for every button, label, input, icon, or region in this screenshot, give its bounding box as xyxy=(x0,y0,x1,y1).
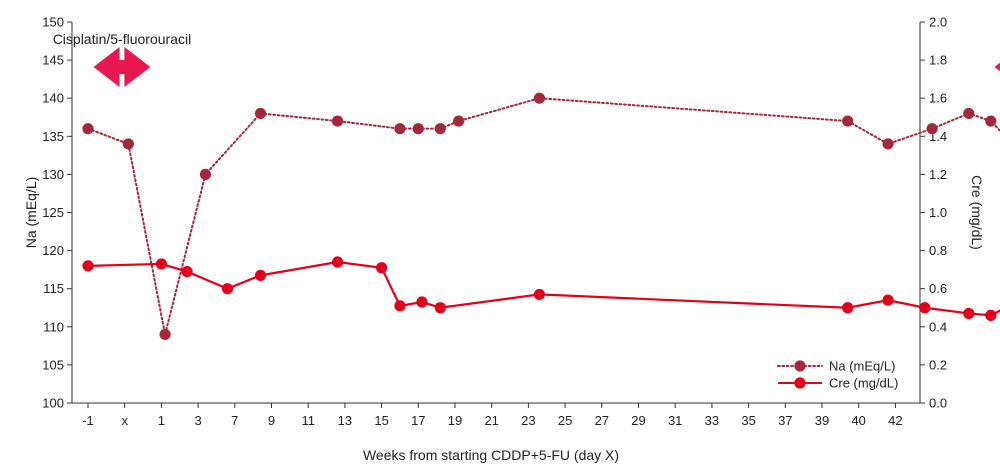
y-left-tick-label: 125 xyxy=(42,205,64,220)
na-point xyxy=(159,328,171,341)
x-tick-label: x xyxy=(121,413,128,428)
na-point xyxy=(453,115,465,127)
x-tick-label: 1 xyxy=(158,413,165,428)
na-point xyxy=(985,115,997,127)
annotations-layer: Cisplatin/5-fluorouracilFOLFOX xyxy=(53,31,1000,87)
x-tick-label: 3 xyxy=(194,413,201,428)
legend-marker-cre xyxy=(794,377,806,389)
cre-point xyxy=(394,300,406,312)
cre-point xyxy=(155,258,167,270)
x-tick-label: 27 xyxy=(595,413,609,428)
na-series-line xyxy=(87,97,1000,335)
na-point xyxy=(331,115,344,127)
y-right-tick-label: 0.2 xyxy=(929,357,947,372)
na-point xyxy=(926,123,938,135)
na-point xyxy=(412,123,424,135)
na-point xyxy=(842,115,854,127)
treatment-label: Cisplatin/5-fluorouracil xyxy=(53,31,192,47)
x-tick-label: 11 xyxy=(301,413,315,428)
ticks-layer: 1001051101151201251301351401451500.00.20… xyxy=(42,15,947,429)
x-tick-label: 37 xyxy=(778,413,792,428)
x-tick-label: 42 xyxy=(888,413,902,428)
cre-point xyxy=(842,302,854,314)
axes-layer xyxy=(71,22,921,404)
na-point xyxy=(254,107,267,120)
series-layer xyxy=(82,92,1000,341)
cre-point xyxy=(254,269,267,281)
na-point xyxy=(122,138,134,150)
y-left-tick-label: 105 xyxy=(42,357,64,372)
treatment-arrow xyxy=(93,47,151,87)
y-right-tick-label: 0.4 xyxy=(929,319,947,334)
na-point xyxy=(533,92,546,104)
x-tick-label: 31 xyxy=(668,413,682,428)
x-tick-label: 21 xyxy=(484,413,498,428)
legend-label-na: Na (mEq/L) xyxy=(829,359,895,374)
x-tick-label: 17 xyxy=(411,413,425,428)
cre-point xyxy=(82,260,94,272)
y-axis-right-title: Cre (mg/dL) xyxy=(969,175,985,250)
cre-point xyxy=(985,309,997,321)
y-right-tick-label: 2.0 xyxy=(929,15,947,30)
cre-point xyxy=(221,283,234,295)
x-tick-label: 25 xyxy=(558,413,572,428)
cre-point xyxy=(533,288,546,301)
y-left-tick-label: 110 xyxy=(43,319,64,334)
na-point xyxy=(963,107,975,120)
x-axis-title: Weeks from starting CDDP+5-FU (day X) xyxy=(363,447,619,463)
x-tick-label: 13 xyxy=(338,413,352,428)
y-left-tick-label: 145 xyxy=(42,53,64,68)
y-right-tick-label: 1.6 xyxy=(929,91,947,106)
na-point xyxy=(434,123,446,135)
x-tick-label: 9 xyxy=(268,413,275,428)
y-right-tick-label: 1.2 xyxy=(929,167,947,182)
x-tick-label: 33 xyxy=(705,413,719,428)
x-tick-label: 7 xyxy=(231,413,238,428)
x-tick-label: -1 xyxy=(82,413,94,428)
cre-point xyxy=(963,307,975,320)
y-right-tick-label: 1.8 xyxy=(929,53,947,68)
cre-point xyxy=(331,256,344,268)
cre-point xyxy=(919,302,931,314)
legend: Na (mEq/L) Cre (mg/dL) xyxy=(777,359,898,391)
x-tick-label: 15 xyxy=(374,413,388,428)
na-point xyxy=(82,123,94,135)
y-left-tick-label: 100 xyxy=(42,396,64,411)
y-left-tick-label: 130 xyxy=(42,167,64,182)
cre-point xyxy=(434,302,446,314)
y-right-tick-label: 0.8 xyxy=(929,243,947,258)
x-tick-label: 23 xyxy=(521,413,535,428)
legend-label-cre: Cre (mg/dL) xyxy=(829,376,898,391)
legend-marker-na xyxy=(794,360,806,372)
y-right-tick-label: 1.0 xyxy=(929,205,947,220)
y-left-tick-label: 135 xyxy=(42,129,64,144)
x-tick-label: 29 xyxy=(631,413,645,428)
x-tick-label: 39 xyxy=(815,413,829,428)
cre-point xyxy=(416,296,428,308)
y-left-tick-label: 150 xyxy=(42,15,64,30)
y-left-tick-label: 115 xyxy=(43,281,64,296)
y-left-tick-label: 120 xyxy=(42,243,64,258)
y-right-tick-label: 0.0 xyxy=(929,396,947,411)
na-point xyxy=(394,123,406,135)
y-axis-left-title: Na (mEq/L) xyxy=(23,177,39,249)
x-tick-label: 35 xyxy=(741,413,755,428)
x-tick-label: 40 xyxy=(851,413,865,428)
y-left-tick-label: 140 xyxy=(42,91,64,106)
treatment-arrow xyxy=(994,62,1000,72)
cre-point xyxy=(181,265,193,278)
cre-point xyxy=(376,262,388,274)
x-tick-label: 19 xyxy=(448,413,462,428)
na-point xyxy=(199,168,212,180)
na-point xyxy=(882,138,894,150)
y-right-tick-label: 0.6 xyxy=(929,281,947,296)
cre-point xyxy=(882,294,894,306)
